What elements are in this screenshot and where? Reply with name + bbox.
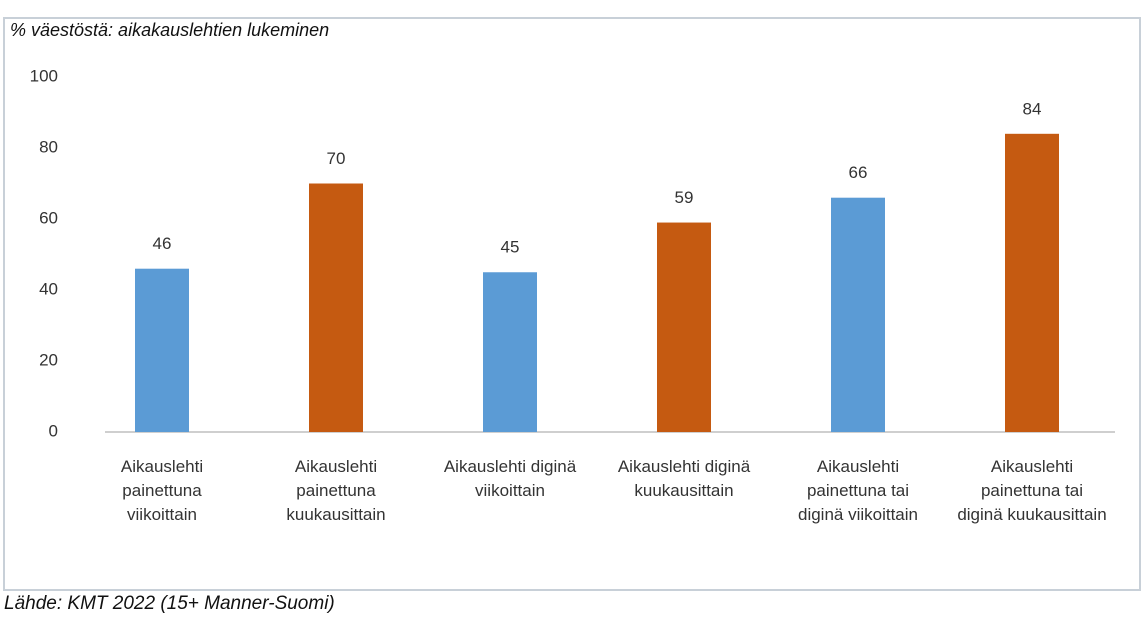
bar <box>831 197 885 432</box>
value-label: 45 <box>501 238 520 257</box>
bar <box>483 272 537 432</box>
x-tick-label: Aikauslehti diginä viikoittain <box>443 457 577 500</box>
y-tick-label: 80 <box>39 137 58 156</box>
y-tick-label: 40 <box>39 279 58 298</box>
source-note: Lähde: KMT 2022 (15+ Manner-Suomi) <box>4 593 335 614</box>
frame <box>3 17 1141 591</box>
x-tick-label: Aikauslehti painettuna tai diginä viikoi… <box>797 457 918 524</box>
y-tick-label: 20 <box>39 350 58 369</box>
x-tick-label: Aikauslehti diginä kuukausittain <box>617 457 751 500</box>
bar <box>657 222 711 432</box>
value-label: 70 <box>327 149 346 168</box>
x-tick-label: Aikauslehti painettuna kuukausittain <box>286 457 386 524</box>
value-label: 59 <box>675 188 694 207</box>
bar <box>309 183 363 432</box>
value-label: 66 <box>849 163 868 182</box>
chart-title: % väestöstä: aikakauslehtien lukeminen <box>10 20 330 40</box>
bar <box>1005 133 1059 433</box>
x-tick-label: Aikauslehti painettuna tai diginä kuukau… <box>957 457 1107 524</box>
bar <box>135 268 189 432</box>
y-tick-label: 100 <box>30 66 58 85</box>
value-label: 84 <box>1023 99 1042 118</box>
y-tick-label: 60 <box>39 208 58 227</box>
value-label: 46 <box>153 234 172 253</box>
y-tick-label: 0 <box>49 421 58 440</box>
x-tick-label: Aikauslehti painettuna viikoittain <box>120 457 204 524</box>
